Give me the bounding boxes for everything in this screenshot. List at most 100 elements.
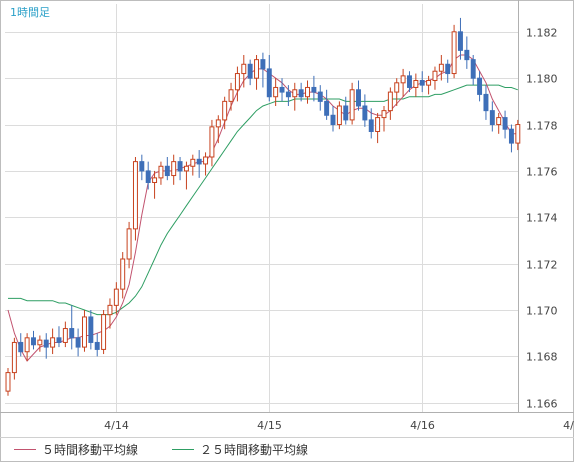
candle-body-up: [126, 228, 132, 260]
candle-body-down: [445, 63, 451, 75]
candle-body-up: [183, 165, 189, 172]
candle-body-up: [432, 70, 438, 81]
candle-body-up: [37, 339, 43, 346]
timeframe-label: 1時間足: [10, 6, 50, 19]
candle-body-up: [381, 110, 387, 119]
candle-body-up: [394, 82, 400, 93]
candle-body-down: [196, 158, 202, 165]
candle-body-up: [215, 119, 221, 128]
candle-body-up: [62, 328, 68, 343]
candle-body-up: [132, 161, 138, 230]
candle-body-up: [190, 158, 196, 167]
candle-body-up: [515, 124, 521, 144]
legend-item-ma5: ５時間移動平均線: [14, 441, 138, 458]
candle-body-up: [292, 89, 298, 98]
candle-body-down: [343, 105, 349, 121]
candle-body-up: [11, 341, 17, 374]
candle-body-up: [273, 86, 279, 98]
legend-swatch-ma5: [14, 449, 36, 450]
candle-body-down: [18, 341, 24, 353]
y-tick-label: 1.180: [526, 73, 558, 86]
candle-body-up: [152, 177, 158, 183]
candle-body-down: [317, 91, 323, 102]
candle-body-down: [88, 316, 94, 343]
x-tick-label: 4/17: [563, 419, 574, 432]
candle-body-up: [241, 63, 247, 75]
y-tick-label: 1.176: [526, 166, 558, 179]
candle-body-down: [266, 68, 272, 98]
candle-body-down: [56, 337, 62, 343]
candle-body-up: [234, 73, 240, 91]
candle-body-down: [508, 128, 514, 144]
legend-swatch-ma25: [172, 449, 194, 450]
candle-body-up: [120, 258, 126, 290]
y-tick-label: 1.166: [526, 398, 558, 411]
candle-body-up: [254, 59, 260, 79]
candle-body-down: [368, 119, 374, 132]
candle-body-down: [247, 63, 253, 79]
candle-body-up: [413, 80, 419, 88]
candle-body-up: [81, 316, 87, 348]
candle-body-up: [5, 372, 11, 392]
candle-body-down: [470, 59, 476, 79]
legend-label-ma5: ５時間移動平均線: [42, 443, 139, 457]
candle-body-up: [50, 337, 56, 348]
y-tick-label: 1.170: [526, 305, 558, 318]
candle-body-down: [464, 49, 470, 61]
legend-label-ma25: ２５時間移動平均線: [200, 443, 309, 457]
candle-body-up: [171, 161, 177, 177]
y-tick-label: 1.172: [526, 259, 558, 272]
candle-body-down: [457, 31, 463, 51]
legend-item-ma25: ２５時間移動平均線: [172, 441, 308, 458]
candle-body-down: [356, 89, 361, 107]
candle-body-down: [330, 114, 336, 126]
candle-body-down: [489, 110, 495, 126]
candle-body-down: [279, 86, 285, 93]
candle-body-up: [222, 100, 228, 121]
candle-body-up: [113, 288, 119, 306]
candle-body-down: [502, 117, 508, 130]
candle-body-up: [228, 89, 234, 102]
candle-body-up: [400, 75, 406, 84]
candle-body-down: [285, 91, 291, 98]
candle-body-down: [31, 337, 36, 346]
candle-body-down: [145, 170, 151, 183]
candle-body-down: [311, 86, 317, 93]
x-tick-label: 4/14: [104, 419, 129, 432]
candle-body-down: [324, 100, 330, 116]
candle-body-down: [362, 105, 368, 121]
x-tick-label: 4/16: [410, 419, 435, 432]
candle-body-down: [419, 80, 425, 86]
candle-body-down: [75, 337, 81, 348]
candle-body-up: [438, 63, 444, 72]
candlestick-chart: 1.166 1.168 1.170 1.172 1.174 1.176 1.178 1.180…: [0, 0, 574, 438]
candle-body-down: [139, 161, 145, 172]
candle-body-up: [426, 80, 432, 86]
candle-body-down: [177, 161, 183, 172]
candle-body-up: [451, 31, 457, 75]
legend: ５時間移動平均線 ２５時間移動平均線: [0, 437, 574, 461]
candle-body-up: [336, 105, 342, 126]
candle-body-up: [387, 91, 393, 112]
candle-body-up: [305, 86, 310, 98]
candle-body-up: [158, 165, 164, 179]
ma25-line: [8, 84, 518, 316]
candle-body-down: [407, 75, 412, 88]
candle-body-down: [483, 93, 489, 112]
candle-body-up: [496, 117, 502, 126]
y-tick-label: 1.178: [526, 120, 558, 133]
y-tick-label: 1.174: [526, 212, 558, 225]
candle-body-up: [101, 314, 107, 350]
candle-body-down: [94, 341, 100, 350]
y-tick-label: 1.168: [526, 351, 558, 364]
candle-body-up: [375, 117, 381, 133]
candle-body-down: [43, 339, 49, 348]
candle-body-up: [203, 156, 209, 165]
x-tick-label: 4/15: [257, 419, 282, 432]
candle-body-down: [477, 77, 483, 95]
candle-body-down: [298, 89, 304, 98]
candle-body-down: [164, 165, 170, 177]
candle-body-up: [209, 126, 215, 158]
candle-body-up: [349, 89, 355, 121]
candle-body-down: [260, 59, 266, 70]
